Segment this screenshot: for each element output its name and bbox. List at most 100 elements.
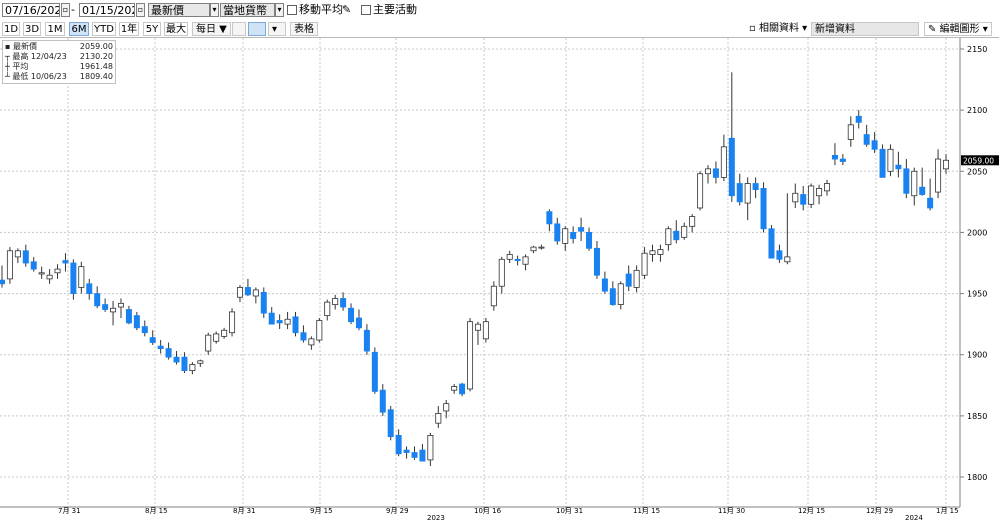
frequency-select[interactable]: 每日 ▼ xyxy=(192,22,231,36)
legend-last-value: 2059.00 xyxy=(79,42,113,51)
candle-body-down xyxy=(419,449,426,462)
candle-body-up xyxy=(530,246,537,252)
moving-average-checkbox[interactable] xyxy=(287,5,297,15)
candle xyxy=(117,298,124,319)
candle-body-down xyxy=(593,247,600,276)
candle-body-down xyxy=(625,273,632,287)
currency-dropdown-icon[interactable]: ▾ xyxy=(275,3,284,17)
candle xyxy=(403,446,410,459)
price-field-select[interactable]: 最新價 xyxy=(148,3,210,17)
end-date-field[interactable]: 01/15/2024 xyxy=(79,3,135,17)
period-1d-button[interactable]: 1D xyxy=(2,22,20,36)
candle-body-up xyxy=(482,321,489,340)
candle xyxy=(847,116,854,147)
candle xyxy=(38,266,45,279)
candle-style-button[interactable] xyxy=(248,22,266,36)
candle-body-down xyxy=(403,449,410,453)
candle-body-down xyxy=(340,298,347,308)
start-date-field[interactable]: 07/16/2023 xyxy=(2,3,60,17)
period-1m-button[interactable]: 1M xyxy=(45,22,65,36)
candle-body-up xyxy=(252,289,259,297)
candle-body-down xyxy=(903,168,910,194)
candle-body-up xyxy=(229,311,236,334)
legend-low-name: 最低 xyxy=(12,72,29,81)
candle-body-down xyxy=(62,260,69,264)
period-5y-button[interactable]: 5Y xyxy=(143,22,161,36)
line-style-button[interactable] xyxy=(232,22,246,36)
candle xyxy=(371,347,378,394)
y-tick-label: 1800 xyxy=(967,473,987,482)
candle-body-down xyxy=(839,158,846,162)
candle xyxy=(213,331,220,344)
candle-body-up xyxy=(78,266,85,288)
table-button[interactable]: 表格 xyxy=(290,22,318,36)
period-3d-button[interactable]: 3D xyxy=(23,22,41,36)
candle xyxy=(221,327,228,339)
edit-chart-button[interactable]: ✎ 編輯圖形 ▾ xyxy=(924,22,992,36)
candle xyxy=(125,305,132,325)
candle xyxy=(379,384,386,416)
period-1y-button[interactable]: 1年 xyxy=(119,22,139,36)
candle-body-up xyxy=(308,338,315,346)
candle xyxy=(0,265,5,288)
candle xyxy=(943,154,950,174)
period-ytd-button[interactable]: YTD xyxy=(92,22,116,36)
candle xyxy=(649,244,656,262)
legend-avg-name: 平均 xyxy=(12,62,29,71)
currency-select[interactable]: 當地貨幣 xyxy=(220,3,275,17)
candle xyxy=(173,351,180,365)
candle-body-up xyxy=(617,283,624,305)
candle xyxy=(808,183,815,208)
key-events-checkbox[interactable] xyxy=(361,5,371,15)
y-axis: 1800 1850 1900 1950 2000 2050 2100 2150 2059.00 xyxy=(959,38,999,507)
candle xyxy=(133,311,140,331)
candle xyxy=(784,193,791,265)
candle-body-up xyxy=(221,329,228,337)
candle-body-up xyxy=(506,254,513,260)
candle xyxy=(831,143,838,166)
candle xyxy=(149,330,156,345)
add-data-field[interactable]: 新增資料 xyxy=(811,22,919,36)
candle xyxy=(824,179,831,196)
candle xyxy=(712,161,719,184)
moving-average-edit-icon[interactable]: ✎ xyxy=(342,3,352,16)
candle-body-down xyxy=(371,351,378,392)
candle-body-down xyxy=(292,316,299,334)
x-tick-label: 11月 15 xyxy=(633,507,660,515)
candle-body-down xyxy=(355,317,362,329)
price-field-dropdown-icon[interactable]: ▾ xyxy=(210,3,219,17)
candle-body-down xyxy=(133,315,140,329)
period-max-button[interactable]: 最大 xyxy=(164,22,188,36)
candle-body-down xyxy=(157,345,164,350)
x-tick-label: 10月 31 xyxy=(556,507,583,515)
legend-row-high: ┬ 最高 12/04/23 2130.20 xyxy=(5,52,113,62)
candle-body-down xyxy=(879,148,886,178)
candle-body-up xyxy=(935,158,942,193)
candle xyxy=(570,226,577,244)
candle xyxy=(94,286,101,309)
candle xyxy=(260,287,267,319)
legend-avg-icon: ┼ xyxy=(5,62,10,71)
related-data-button[interactable]: ▫ 相關資料 ▾ xyxy=(746,22,811,36)
end-date-calendar-icon[interactable]: ▫ xyxy=(136,3,145,17)
candle-body-up xyxy=(538,246,545,249)
candle-body-down xyxy=(149,337,156,343)
candle-body-down xyxy=(30,261,37,270)
period-6m-button[interactable]: 6M xyxy=(69,22,89,36)
candle-body-down xyxy=(268,312,275,325)
candle xyxy=(46,269,53,284)
start-date-calendar-icon[interactable]: ▫ xyxy=(61,3,70,17)
candle xyxy=(467,318,474,392)
candle xyxy=(244,278,251,297)
candle xyxy=(181,352,188,374)
candle xyxy=(332,294,339,310)
candle-body-up xyxy=(665,228,672,246)
candle xyxy=(308,336,315,350)
candle xyxy=(474,321,481,345)
chart-type-dropdown[interactable]: ▾ xyxy=(268,22,286,36)
candle-body-down xyxy=(70,262,77,294)
candle xyxy=(498,256,505,294)
year-label: 2024 xyxy=(905,514,923,522)
candle-body-down xyxy=(712,168,719,178)
candle-body-up xyxy=(205,334,212,352)
